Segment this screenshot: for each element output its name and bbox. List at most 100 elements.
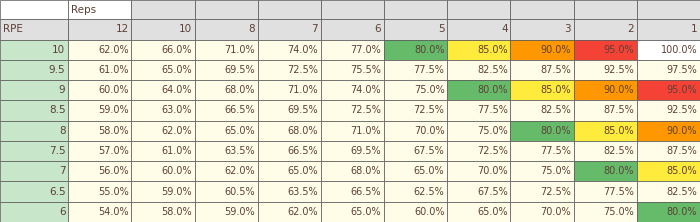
Bar (195, 202, 258, 222)
Bar (68, 121, 132, 141)
Text: 74.0%: 74.0% (288, 45, 318, 55)
Text: 90.0%: 90.0% (666, 126, 697, 136)
Text: 77.5%: 77.5% (414, 65, 444, 75)
Text: 66.5%: 66.5% (351, 186, 382, 197)
Text: 100.0%: 100.0% (661, 45, 697, 55)
Text: 6: 6 (59, 207, 65, 217)
Text: 67.5%: 67.5% (477, 186, 508, 197)
Text: 67.5%: 67.5% (414, 146, 444, 156)
Text: 70.0%: 70.0% (414, 126, 444, 136)
Text: 71.0%: 71.0% (351, 126, 382, 136)
Bar (510, 141, 573, 161)
Text: 58.0%: 58.0% (161, 207, 192, 217)
Text: 72.5%: 72.5% (540, 186, 570, 197)
Bar (132, 60, 195, 80)
Text: 80.0%: 80.0% (666, 207, 697, 217)
Bar (195, 141, 258, 161)
Bar (637, 100, 700, 121)
Bar (68, 19, 132, 40)
Bar (510, 60, 573, 80)
Text: 60.5%: 60.5% (224, 186, 255, 197)
Bar (321, 141, 384, 161)
Bar (384, 80, 447, 100)
Bar (384, 121, 447, 141)
Text: 63.5%: 63.5% (288, 186, 318, 197)
Bar (0, 40, 68, 60)
Bar (68, 60, 132, 80)
Bar (510, 202, 573, 222)
Bar (132, 80, 195, 100)
Bar (510, 40, 573, 60)
Text: 68.0%: 68.0% (288, 126, 318, 136)
Bar (258, 80, 321, 100)
Bar (447, 80, 510, 100)
Text: 2: 2 (627, 24, 634, 34)
Text: 6.5: 6.5 (49, 186, 65, 197)
Text: 65.0%: 65.0% (224, 126, 255, 136)
Text: 75.0%: 75.0% (477, 126, 508, 136)
Bar (573, 60, 637, 80)
Text: 62.0%: 62.0% (224, 166, 255, 176)
Text: 85.0%: 85.0% (603, 126, 634, 136)
Text: 60.0%: 60.0% (98, 85, 129, 95)
Bar (0, 141, 68, 161)
Bar (573, 121, 637, 141)
Bar (68, 181, 132, 202)
Bar (321, 40, 384, 60)
Text: 97.5%: 97.5% (666, 65, 697, 75)
Text: 85.0%: 85.0% (540, 85, 570, 95)
Text: 75.5%: 75.5% (351, 65, 382, 75)
Text: 77.5%: 77.5% (603, 186, 634, 197)
Text: 62.0%: 62.0% (288, 207, 318, 217)
Bar (447, 19, 510, 40)
Bar (384, 60, 447, 80)
Bar (132, 100, 195, 121)
Text: 10: 10 (52, 45, 65, 55)
Text: 6: 6 (374, 24, 382, 34)
Text: 66.5%: 66.5% (224, 105, 255, 115)
Text: 70.0%: 70.0% (477, 166, 508, 176)
Text: 8: 8 (59, 126, 65, 136)
Bar (195, 19, 258, 40)
Text: 66.0%: 66.0% (161, 45, 192, 55)
Text: 92.5%: 92.5% (603, 65, 634, 75)
Bar (573, 141, 637, 161)
Text: 62.5%: 62.5% (414, 186, 444, 197)
Text: 69.5%: 69.5% (224, 65, 255, 75)
Text: 77.5%: 77.5% (540, 146, 570, 156)
Bar (0, 80, 68, 100)
Bar (447, 60, 510, 80)
Bar (573, 19, 637, 40)
Text: 95.0%: 95.0% (666, 85, 697, 95)
Bar (195, 100, 258, 121)
Text: 80.0%: 80.0% (414, 45, 444, 55)
Text: 60.0%: 60.0% (414, 207, 444, 217)
Bar (68, 202, 132, 222)
Bar (447, 0, 510, 19)
Text: 63.0%: 63.0% (161, 105, 192, 115)
Bar (132, 202, 195, 222)
Text: 68.0%: 68.0% (225, 85, 255, 95)
Bar (637, 40, 700, 60)
Bar (573, 80, 637, 100)
Bar (384, 100, 447, 121)
Text: 5: 5 (438, 24, 444, 34)
Text: 59.0%: 59.0% (161, 186, 192, 197)
Bar (321, 80, 384, 100)
Bar (637, 0, 700, 19)
Text: 68.0%: 68.0% (351, 166, 382, 176)
Bar (132, 121, 195, 141)
Bar (573, 40, 637, 60)
Text: 77.5%: 77.5% (477, 105, 508, 115)
Bar (510, 100, 573, 121)
Bar (384, 181, 447, 202)
Bar (384, 161, 447, 181)
Bar (637, 80, 700, 100)
Text: 1: 1 (691, 24, 697, 34)
Bar (321, 161, 384, 181)
Text: 60.0%: 60.0% (161, 166, 192, 176)
Text: 90.0%: 90.0% (603, 85, 634, 95)
Bar (195, 0, 258, 19)
Text: 3: 3 (564, 24, 570, 34)
Bar (195, 181, 258, 202)
